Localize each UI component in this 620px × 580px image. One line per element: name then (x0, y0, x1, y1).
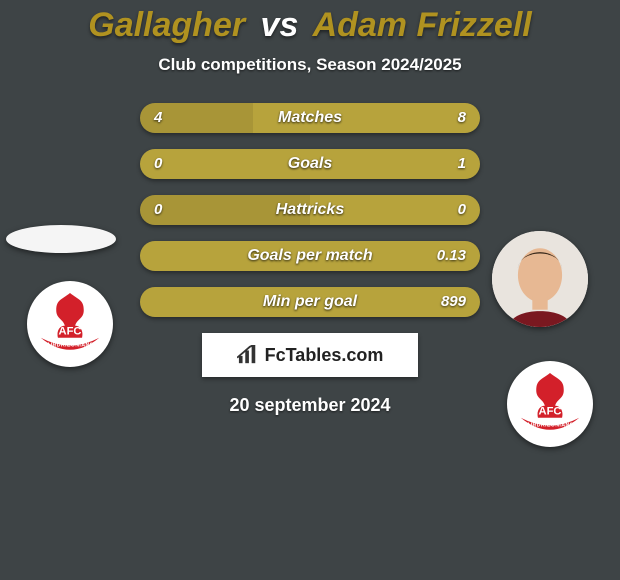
vs-word: vs (261, 6, 299, 44)
stat-value-left: 0 (154, 149, 162, 179)
stat-bar-right (140, 287, 480, 317)
stat-value-right: 0.13 (437, 241, 466, 271)
club-badge-icon: AFC AIRDRIEONIANS (507, 361, 593, 447)
stat-bar-right (140, 241, 480, 271)
player2-club-badge: AFC AIRDRIEONIANS (507, 361, 593, 447)
svg-text:AFC: AFC (59, 325, 82, 337)
stat-row: 01Goals (140, 149, 480, 179)
svg-text:AIRDRIEONIANS: AIRDRIEONIANS (526, 422, 573, 428)
comparison-stage: AFC AIRDRIEONIANS AFC AIRDRIEONIANS 48Ma… (0, 103, 620, 416)
stat-bar-left (140, 195, 310, 225)
bar-chart-icon (237, 345, 259, 365)
player1-club-badge: AFC AIRDRIEONIANS (27, 281, 113, 367)
stat-value-left: 0 (154, 195, 162, 225)
stat-value-right: 899 (441, 287, 466, 317)
stat-row: 48Matches (140, 103, 480, 133)
stat-value-right: 1 (458, 149, 466, 179)
svg-text:AIRDRIEONIANS: AIRDRIEONIANS (46, 342, 93, 348)
player1-name: Gallagher (88, 6, 245, 44)
branding-badge: FcTables.com (202, 333, 418, 377)
branding-label: FcTables.com (265, 345, 384, 366)
comparison-title: Gallagher vs Adam Frizzell (0, 0, 620, 45)
stat-row: 00Hattricks (140, 195, 480, 225)
stat-bar-right (253, 103, 480, 133)
comparison-subtitle: Club competitions, Season 2024/2025 (0, 55, 620, 75)
stat-bar-right (140, 149, 480, 179)
player-face-icon (492, 231, 588, 327)
player2-name: Adam Frizzell (313, 6, 532, 44)
club-badge-icon: AFC AIRDRIEONIANS (27, 281, 113, 367)
stat-value-right: 8 (458, 103, 466, 133)
player2-avatar (492, 231, 588, 327)
svg-text:AFC: AFC (539, 405, 562, 417)
comparison-bars: 48Matches01Goals00Hattricks0.13Goals per… (140, 103, 480, 317)
stat-bar-right (310, 195, 480, 225)
stat-row: 0.13Goals per match (140, 241, 480, 271)
stat-value-left: 4 (154, 103, 162, 133)
stat-row: 899Min per goal (140, 287, 480, 317)
player1-avatar (6, 225, 116, 253)
stat-value-right: 0 (458, 195, 466, 225)
